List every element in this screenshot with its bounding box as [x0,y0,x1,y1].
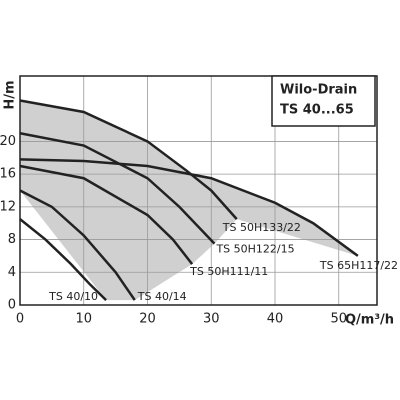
y-tick-label: 0 [8,298,16,313]
x-tick-label: 30 [203,312,220,327]
pump-curve [19,164,194,265]
y-tick-label: 8 [8,232,16,247]
pump-curve [19,218,107,301]
legend-subtitle: TS 40...65 [280,103,354,118]
y-tick-label: 4 [8,265,16,280]
pump-curve [19,158,359,257]
curve-label: TS 50H133/22 [222,221,301,234]
curve-label: TS 50H122/15 [215,243,294,256]
x-axis-label: Q/m³/h [345,313,394,328]
legend-title: Wilo-Drain [280,83,357,98]
x-tick-label: 40 [267,312,284,327]
operating-area [20,100,358,301]
legend-box [271,75,376,127]
pump-curve [19,99,238,220]
plot-frame [19,75,378,306]
pump-curve [19,132,216,245]
x-tick-label: 20 [139,312,156,327]
plot: 0 4 8 12 16 20 0 10 20 30 40 50 TS 65H117/22 TS 50H13… [0,75,398,327]
x-tick-label: 0 [16,312,24,327]
y-axis-label: H/m [3,80,18,109]
y-tick-label: 20 [0,134,16,149]
pump-curve [19,189,136,301]
curve-label: TS 50H111/11 [189,265,268,278]
curve-label: TS 40/10 [48,290,98,303]
curve-label: TS 65H117/22 [319,259,398,272]
x-tick-label: 10 [75,312,92,327]
x-tick-label: 50 [330,312,347,327]
y-tick-label: 16 [0,167,16,182]
curve-label: TS 40/14 [137,290,187,303]
y-tick-label: 12 [0,199,16,214]
